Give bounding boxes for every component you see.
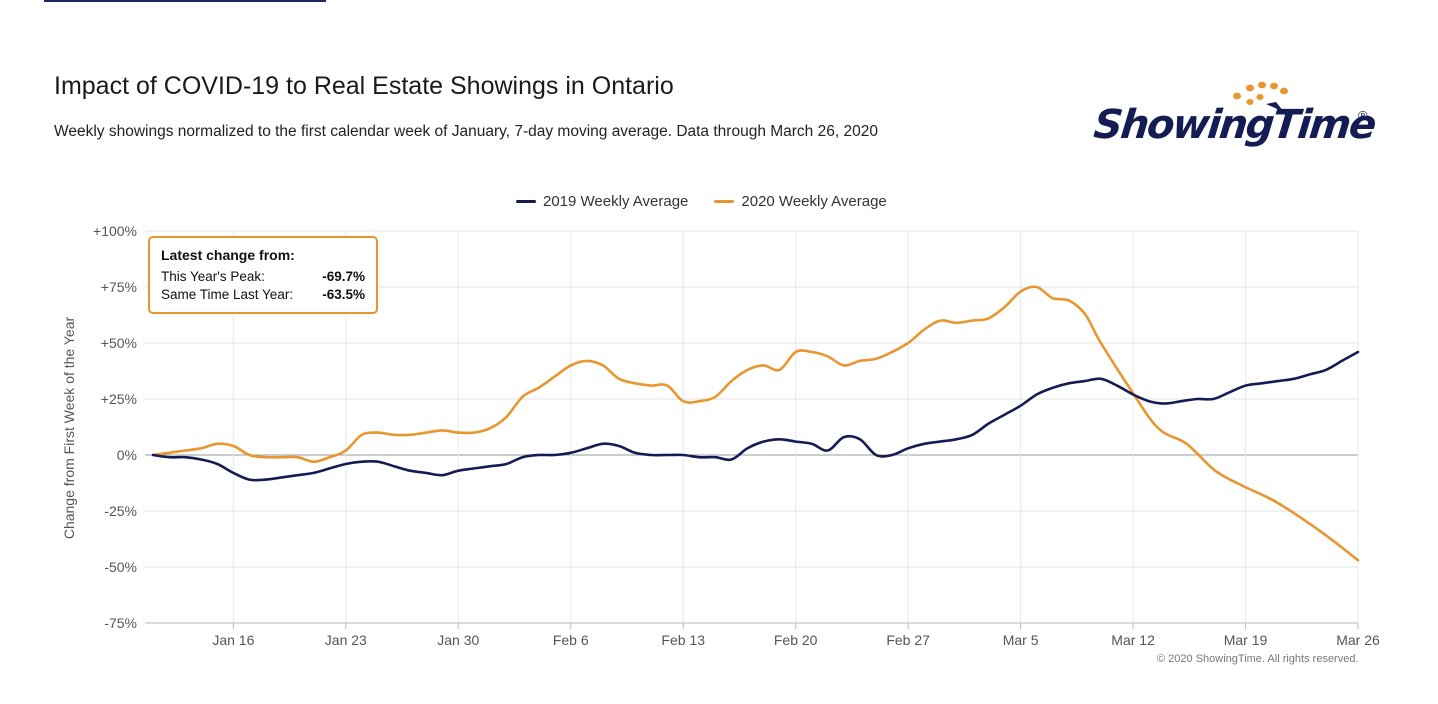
infobox-value-peak: -69.7% <box>322 269 365 284</box>
x-tick-label: Jan 30 <box>437 632 479 648</box>
y-axis-ticks: +100% +75% +50% +25% 0% -25% -50% -75% <box>93 223 137 631</box>
x-tick-label: Mar 26 <box>1336 632 1380 648</box>
x-tick-label: Jan 23 <box>325 632 367 648</box>
series-line-2020 <box>151 285 1360 562</box>
legend-item-2019[interactable]: 2019 Weekly Average <box>516 193 688 210</box>
copyright-notice: © 2020 ShowingTime. All rights reserved. <box>1157 653 1359 665</box>
y-tick-label: -75% <box>104 615 137 631</box>
latest-change-box: Latest change from: This Year's Peak: -6… <box>148 236 378 314</box>
y-axis-label: Change from First Week of the Year <box>61 317 77 540</box>
legend-item-2020[interactable]: 2020 Weekly Average <box>714 192 887 210</box>
infobox-label-peak: This Year's Peak: <box>161 269 265 284</box>
logo-dots-icon <box>1233 81 1288 112</box>
chart-legend: 2019 Weekly Average 2020 Weekly Average <box>516 190 913 212</box>
legend-swatch-2020 <box>714 199 735 203</box>
infobox-value-last-year: -63.5% <box>322 287 365 302</box>
x-tick-label: Mar 12 <box>1111 632 1155 648</box>
x-tick-label: Mar 19 <box>1224 632 1268 648</box>
legend-swatch-2019 <box>516 199 536 203</box>
y-tick-label: +25% <box>101 391 137 407</box>
y-tick-label: +100% <box>93 223 137 239</box>
legend-label-2020: 2020 Weekly Average <box>741 192 887 210</box>
top-rule <box>44 0 326 2</box>
x-tick-label: Feb 20 <box>774 632 818 648</box>
y-tick-label: +50% <box>101 335 137 351</box>
x-tick-label: Mar 5 <box>1003 632 1039 648</box>
grid-lines <box>145 230 1359 624</box>
series-line-2019 <box>151 350 1360 482</box>
y-tick-label: 0% <box>117 447 137 463</box>
logo-registered: ® <box>1358 108 1368 123</box>
series-lines <box>151 285 1360 562</box>
chart-subtitle: Weekly showings normalized to the first … <box>54 123 878 140</box>
x-tick-label: Jan 16 <box>212 632 254 648</box>
infobox-label-last-year: Same Time Last Year: <box>161 287 294 302</box>
x-tick-label: Feb 13 <box>661 632 705 648</box>
x-tick-label: Feb 27 <box>886 632 930 648</box>
y-tick-label: -50% <box>104 559 137 575</box>
infobox-row-peak: This Year's Peak: -69.7% <box>161 268 365 286</box>
infobox-heading: Latest change from: <box>161 247 295 263</box>
y-tick-label: +75% <box>101 279 137 295</box>
chart-title: Impact of COVID-19 to Real Estate Showin… <box>54 72 674 100</box>
y-tick-label: -25% <box>104 503 137 519</box>
infobox-row-last-year: Same Time Last Year: -63.5% <box>161 286 365 304</box>
x-axis-ticks: Jan 16 Jan 23 Jan 30 Feb 6 Feb 13 Feb 20 Feb 2… <box>212 623 1380 648</box>
x-tick-label: Feb 6 <box>553 632 589 648</box>
legend-label-2019: 2019 Weekly Average <box>543 192 689 210</box>
showingtime-logo: ShowingTime ® <box>1090 78 1380 168</box>
